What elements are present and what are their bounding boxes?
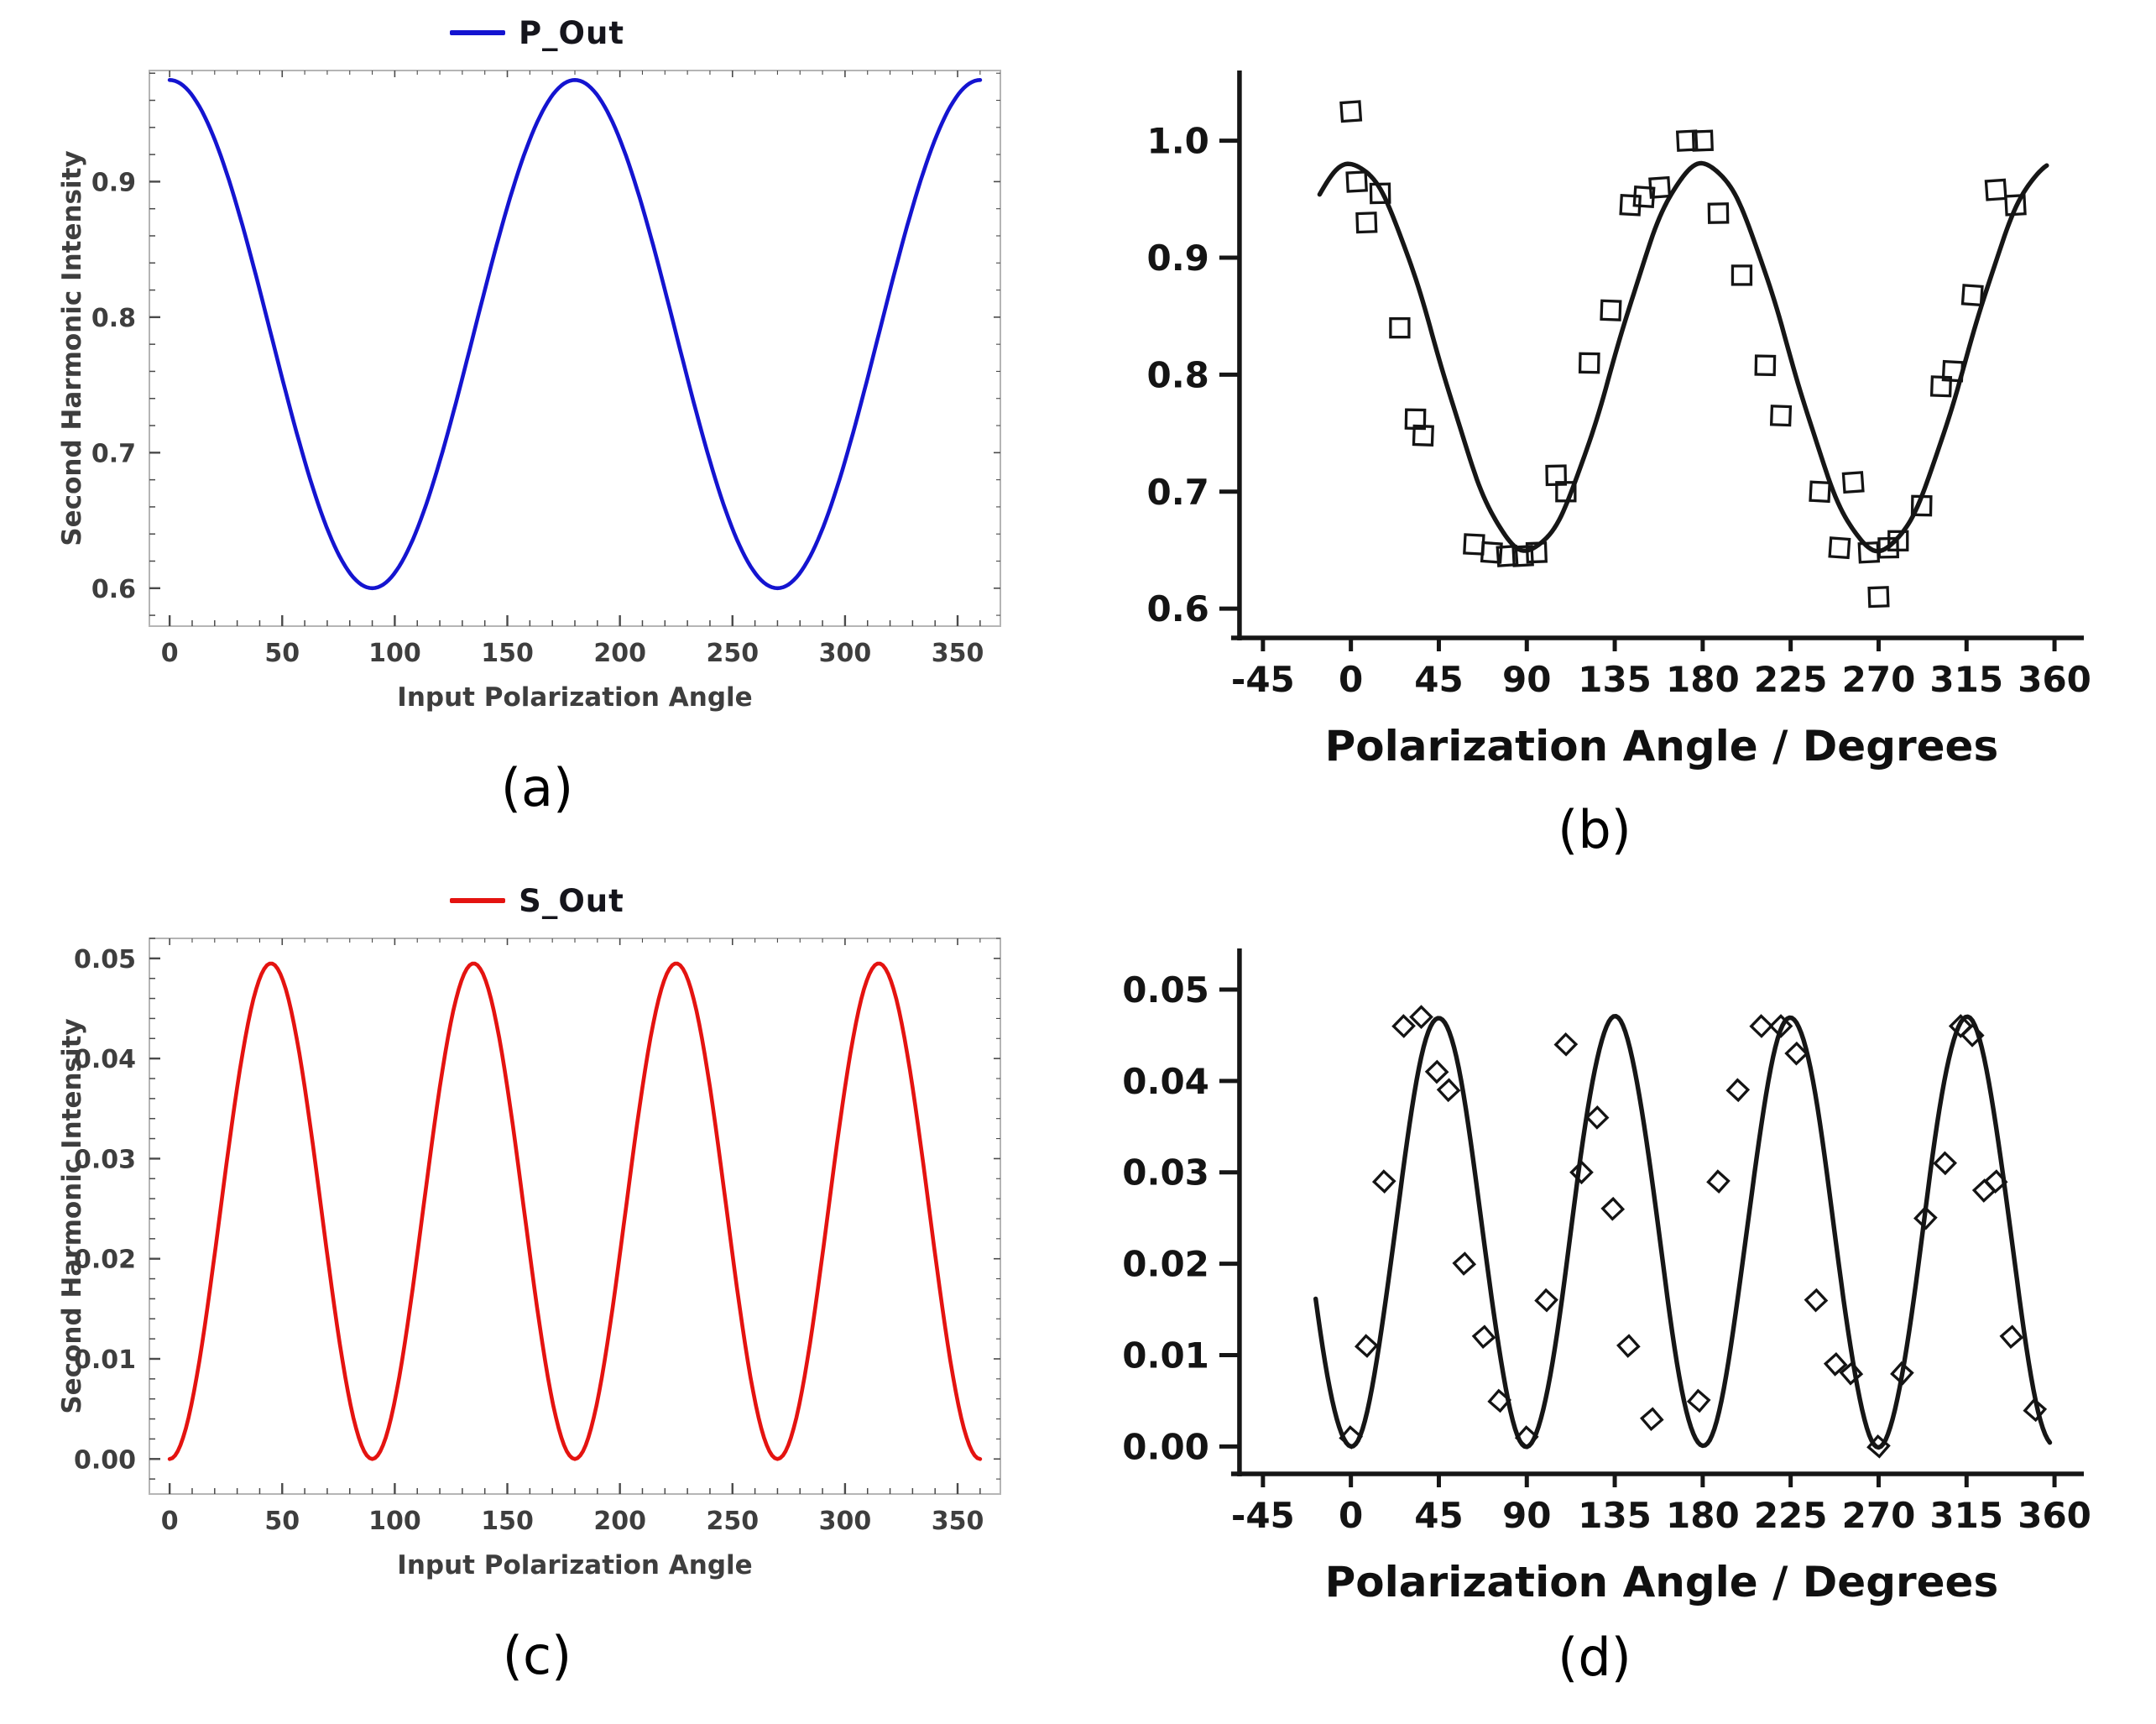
svg-text:0: 0 [161, 1507, 179, 1536]
svg-text:0.05: 0.05 [74, 945, 136, 974]
svg-text:0.00: 0.00 [74, 1445, 136, 1475]
caption-b: (b) [1558, 799, 1631, 860]
svg-text:315: 315 [1929, 1495, 2003, 1536]
svg-text:0.04: 0.04 [1122, 1061, 1209, 1102]
svg-text:0.6: 0.6 [91, 575, 136, 604]
svg-text:-45: -45 [1231, 1495, 1295, 1536]
chart-p-out-simulation: 0 50 100 150 200 250 300 350 0.6 0.7 0.8 0.9 Input P… [50, 57, 1024, 720]
svg-text:0.8: 0.8 [1147, 354, 1209, 395]
svg-text:0: 0 [161, 639, 179, 668]
svg-text:-45: -45 [1231, 659, 1295, 700]
svg-text:0: 0 [1339, 659, 1363, 700]
legend-line-icon [450, 898, 506, 903]
svg-text:200: 200 [593, 639, 646, 668]
svg-text:360: 360 [2018, 1495, 2091, 1536]
svg-text:0: 0 [1339, 1495, 1363, 1536]
svg-text:250: 250 [706, 1507, 759, 1536]
svg-text:0.7: 0.7 [91, 439, 136, 468]
svg-text:0.02: 0.02 [1122, 1244, 1209, 1285]
svg-text:135: 135 [1578, 1495, 1652, 1536]
caption-a: (a) [500, 757, 574, 818]
svg-text:200: 200 [593, 1507, 646, 1536]
legend-line-icon [449, 30, 505, 35]
svg-text:350: 350 [932, 639, 984, 668]
svg-text:150: 150 [481, 1507, 534, 1536]
svg-text:50: 50 [264, 1507, 300, 1536]
svg-text:0.6: 0.6 [1147, 588, 1209, 630]
caption-c: (c) [502, 1625, 572, 1686]
svg-text:Polarization Angle / Degrees: Polarization Angle / Degrees [1325, 722, 1999, 771]
svg-text:0.05: 0.05 [1122, 969, 1209, 1011]
svg-text:0.03: 0.03 [1122, 1152, 1209, 1194]
svg-text:100: 100 [368, 1507, 421, 1536]
svg-text:225: 225 [1754, 659, 1828, 700]
svg-text:Input Polarization Angle: Input Polarization Angle [397, 682, 752, 713]
legend-s-out: S_Out [50, 880, 1024, 922]
chart-p-out-experiment: 0.6 0.7 0.8 0.9 1.0 -45 0 45 90 135 180 225 270 315 36… [1078, 52, 2111, 782]
svg-text:135: 135 [1578, 659, 1652, 700]
chart-s-out-experiment: 0.00 0.01 0.02 0.03 0.04 0.05 -45 0 45 90 135 180 22… [1078, 930, 2111, 1618]
svg-text:0.9: 0.9 [1147, 238, 1209, 279]
svg-text:300: 300 [819, 1507, 872, 1536]
svg-text:Input Polarization Angle: Input Polarization Angle [397, 1550, 752, 1580]
panel-d: 0.00 0.01 0.02 0.03 0.04 0.05 -45 0 45 90 135 180 22… [1078, 930, 2111, 1684]
svg-text:350: 350 [932, 1507, 984, 1536]
svg-text:0.00: 0.00 [1122, 1426, 1209, 1467]
svg-text:180: 180 [1666, 1495, 1740, 1536]
svg-text:315: 315 [1929, 659, 2003, 700]
svg-text:300: 300 [819, 639, 872, 668]
svg-text:Polarization Angle / Degrees: Polarization Angle / Degrees [1325, 1558, 1999, 1606]
legend-p-out: P_Out [50, 12, 1024, 54]
chart-s-out-simulation: 0 50 100 150 200 250 300 350 0.00 0.01 0.02 0.03 0.0… [50, 925, 1024, 1588]
svg-text:0.8: 0.8 [91, 304, 136, 333]
svg-text:0.01: 0.01 [1122, 1335, 1209, 1376]
svg-text:360: 360 [2018, 659, 2091, 700]
svg-text:0.7: 0.7 [1147, 472, 1209, 513]
caption-d: (d) [1558, 1627, 1631, 1688]
svg-text:180: 180 [1666, 659, 1740, 700]
svg-text:90: 90 [1502, 1495, 1551, 1536]
svg-text:100: 100 [368, 639, 421, 668]
panel-b: 0.6 0.7 0.8 0.9 1.0 -45 0 45 90 135 180 225 270 315 36… [1078, 52, 2111, 856]
svg-text:90: 90 [1502, 659, 1551, 700]
svg-text:250: 250 [706, 639, 759, 668]
legend-label-s-out: S_Out [519, 882, 624, 919]
panel-a: P_Out 0 50 100 150 200 250 300 350 0.6 0.7 0.8 0.9 I… [50, 12, 1024, 814]
svg-text:270: 270 [1842, 1495, 1916, 1536]
svg-text:270: 270 [1842, 659, 1916, 700]
svg-text:0.04: 0.04 [74, 1045, 136, 1074]
svg-text:50: 50 [264, 639, 300, 668]
legend-label-p-out: P_Out [518, 14, 625, 51]
svg-text:150: 150 [481, 639, 534, 668]
svg-text:0.03: 0.03 [74, 1145, 136, 1174]
svg-text:Second Harmonic Intensity: Second Harmonic Intensity [57, 150, 87, 546]
svg-text:Second Harmonic Intensity: Second Harmonic Intensity [57, 1018, 87, 1413]
svg-text:0.01: 0.01 [74, 1345, 136, 1375]
svg-text:0.02: 0.02 [74, 1246, 136, 1275]
svg-text:45: 45 [1414, 659, 1463, 700]
svg-text:1.0: 1.0 [1147, 121, 1209, 162]
svg-text:45: 45 [1414, 1495, 1463, 1536]
svg-text:0.9: 0.9 [91, 168, 136, 197]
svg-text:225: 225 [1754, 1495, 1828, 1536]
panel-c: S_Out 0 50 100 150 200 250 300 350 0.00 0.01 0.02 0… [50, 880, 1024, 1682]
